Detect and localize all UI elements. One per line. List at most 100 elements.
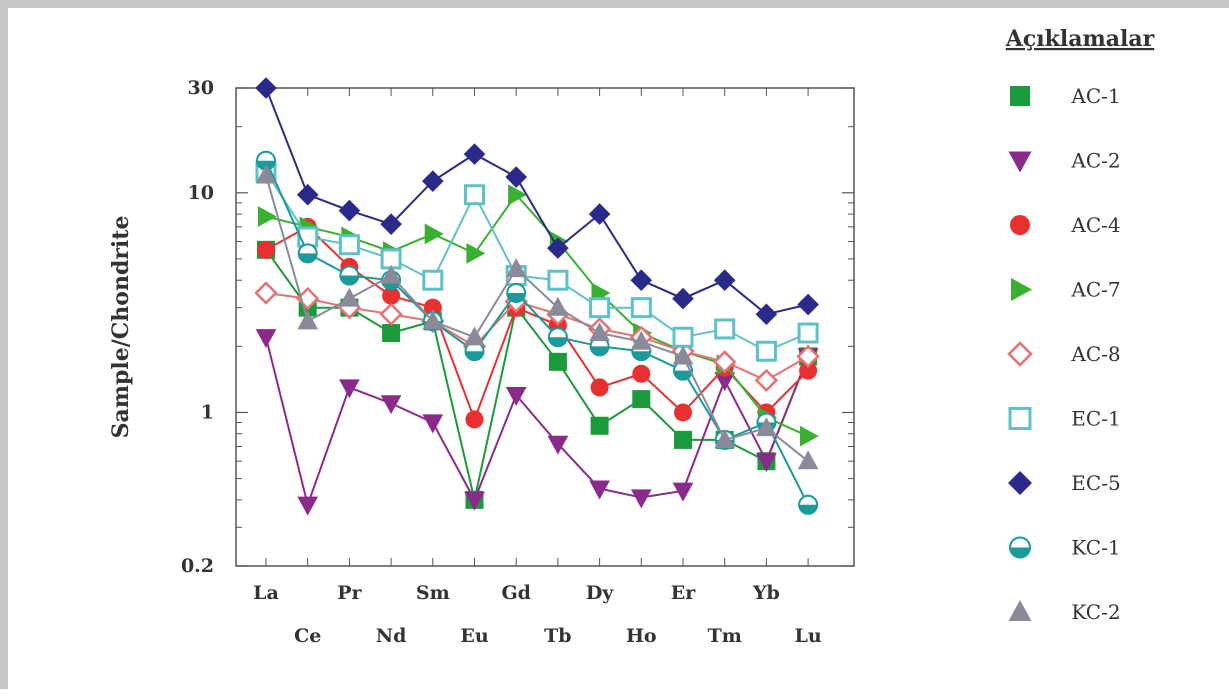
data-point	[714, 372, 736, 392]
data-point	[630, 489, 652, 509]
data-point	[714, 429, 736, 449]
x-tick-label: Er	[671, 582, 696, 604]
legend-item: KC-1	[1009, 536, 1121, 560]
data-point	[380, 395, 402, 415]
data-point	[672, 287, 694, 310]
legend-label: AC-4	[1070, 213, 1120, 237]
data-point	[630, 297, 652, 319]
data-point	[464, 491, 485, 511]
x-tick-label: Tm	[708, 625, 742, 647]
data-point	[672, 326, 694, 348]
data-point	[382, 286, 401, 305]
y-axis-title: Sample/Chondrite	[108, 216, 134, 439]
y-tick-label: 10	[188, 182, 214, 204]
data-point	[505, 166, 527, 188]
legend-label: KC-1	[1071, 536, 1120, 560]
legend-marker	[1009, 536, 1031, 559]
legend-marker	[1008, 600, 1032, 621]
data-point	[799, 361, 818, 380]
data-point	[422, 269, 444, 291]
data-point	[338, 234, 360, 256]
data-point	[674, 430, 692, 449]
data-point	[797, 450, 819, 470]
data-point	[590, 416, 609, 435]
data-point	[674, 403, 692, 422]
legend: AC-1 AC-2 AC-4 AC-7 AC-8 EC-1 EC-5 KC-1 KC-2	[1007, 84, 1121, 624]
series-line	[265, 336, 810, 509]
data-point	[339, 265, 360, 286]
data-point	[547, 327, 568, 348]
x-tick-label: Nd	[376, 625, 407, 647]
y-tick-label: 0.2	[181, 555, 214, 577]
x-tick-label: Sm	[416, 582, 450, 604]
data-point	[505, 258, 527, 278]
x-tick-label: Yb	[752, 582, 780, 604]
legend-marker	[1011, 278, 1032, 301]
data-point	[672, 482, 694, 502]
data-point	[589, 297, 611, 319]
data-point	[464, 184, 485, 206]
y-tick-label: 30	[188, 77, 214, 99]
data-point	[547, 269, 569, 291]
legend-label: AC-1	[1070, 84, 1120, 108]
x-tick-label: Tb	[544, 625, 571, 647]
data-point	[257, 240, 275, 259]
data-point	[630, 269, 653, 292]
x-tick-label: La	[253, 582, 279, 604]
x-tick-label: Gd	[501, 582, 531, 604]
data-point	[380, 264, 402, 284]
data-point	[339, 379, 360, 399]
series-line	[265, 175, 809, 462]
legend-label: KC-2	[1071, 600, 1120, 624]
data-point	[713, 350, 737, 374]
data-point	[508, 184, 527, 206]
legend-marker	[1008, 407, 1032, 430]
data-point	[380, 213, 402, 235]
x-tick-label: Ce	[294, 625, 321, 647]
data-point	[797, 293, 819, 316]
x-tick-label: Lu	[795, 625, 822, 647]
data-point	[755, 340, 777, 362]
series-layer	[254, 77, 820, 516]
data-point	[255, 164, 277, 184]
data-point	[632, 390, 651, 409]
data-point	[297, 310, 319, 330]
data-point	[713, 269, 736, 292]
data-point	[463, 143, 486, 165]
legend-item: EC-5	[1008, 471, 1121, 495]
y-axis: 30 10 1 0.2	[181, 77, 854, 577]
data-point	[630, 330, 652, 350]
x-tick-label: Pr	[337, 582, 362, 604]
data-point	[422, 170, 444, 192]
legend-item: EC-1	[1008, 407, 1121, 431]
legend-marker	[1010, 86, 1030, 106]
y-tick-label: 1	[201, 401, 214, 423]
data-point	[338, 199, 361, 222]
legend-item: AC-1	[1010, 84, 1121, 108]
x-axis: La Ce Pr Nd Sm Eu Gd Tb Dy Ho Er Tm Yb Lu	[253, 88, 822, 647]
data-point	[423, 298, 442, 317]
x-tick-label: Dy	[586, 582, 614, 604]
data-point	[756, 417, 777, 437]
data-point	[257, 206, 277, 227]
data-point	[464, 326, 485, 346]
data-point	[339, 287, 360, 307]
series-KC-2	[255, 164, 819, 470]
legend-label: EC-5	[1071, 471, 1120, 495]
legend-item: AC-2	[1008, 149, 1121, 173]
series-EC-5	[255, 77, 819, 326]
data-point	[465, 410, 484, 429]
x-tick-label: Eu	[460, 625, 488, 647]
legend-label: AC-7	[1070, 278, 1120, 302]
data-point	[589, 480, 610, 500]
legend-item: AC-7	[1011, 278, 1121, 302]
legend-marker	[1008, 471, 1032, 495]
legend-label: EC-1	[1071, 407, 1120, 431]
x-tick-label: Ho	[626, 625, 657, 647]
legend-marker	[1010, 215, 1030, 235]
data-point	[297, 496, 319, 516]
data-point	[756, 453, 777, 472]
data-point	[800, 425, 819, 447]
data-point	[547, 237, 569, 259]
